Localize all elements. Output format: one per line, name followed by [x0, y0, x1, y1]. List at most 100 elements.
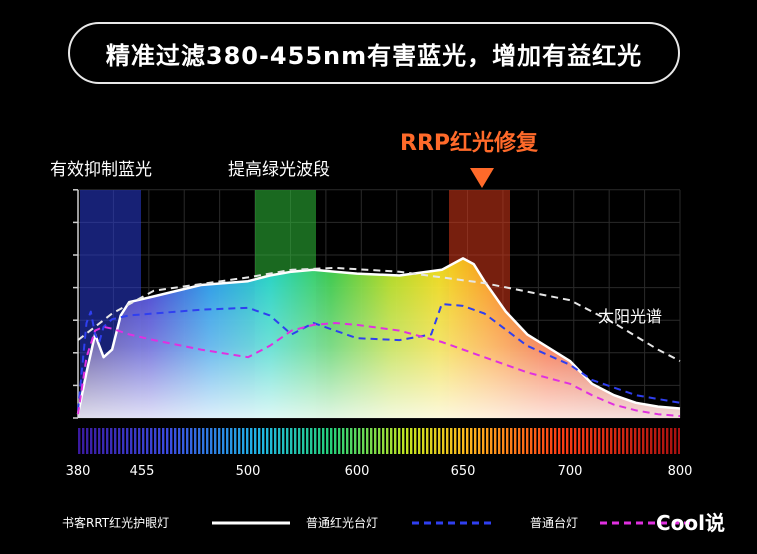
strip-gap — [620, 428, 622, 454]
strip-gap — [112, 428, 114, 454]
strip-gap — [316, 428, 318, 454]
strip-gap — [444, 428, 446, 454]
strip-gap — [680, 428, 682, 454]
watermark: Cool说 — [656, 511, 725, 535]
strip-gap — [468, 428, 470, 454]
strip-gap — [624, 428, 626, 454]
strip-gap — [548, 428, 550, 454]
series-rrt-lamp — [76, 257, 681, 415]
strip-gap — [352, 428, 354, 454]
strip-gap — [416, 428, 418, 454]
strip-gap — [656, 428, 658, 454]
x-tick-labels: 380 455 500 600 650 700 800 — [66, 464, 693, 479]
strip-gap — [88, 428, 90, 454]
strip-gap — [188, 428, 190, 454]
strip-gap — [376, 428, 378, 454]
strip-gap — [248, 428, 250, 454]
strip-gap — [320, 428, 322, 454]
strip-gap — [204, 428, 206, 454]
strip-gap — [496, 428, 498, 454]
strip-gap — [156, 428, 158, 454]
strip-gap — [584, 428, 586, 454]
strip-gap — [556, 428, 558, 454]
strip-gap — [216, 428, 218, 454]
strip-gap — [564, 428, 566, 454]
strip-gap — [280, 428, 282, 454]
strip-gap — [404, 428, 406, 454]
strip-gap — [552, 428, 554, 454]
strip-gap — [176, 428, 178, 454]
strip-gap — [212, 428, 214, 454]
strip-gap — [628, 428, 630, 454]
strip-gap — [332, 428, 334, 454]
strip-gap — [488, 428, 490, 454]
strip-gap — [412, 428, 414, 454]
strip-gap — [652, 428, 654, 454]
strip-gap — [104, 428, 106, 454]
strip-gap — [344, 428, 346, 454]
strip-gap — [464, 428, 466, 454]
strip-gap — [260, 428, 262, 454]
strip-gap — [512, 428, 514, 454]
strip-gap — [456, 428, 458, 454]
strip-gap — [424, 428, 426, 454]
strip-gap — [92, 428, 94, 454]
strip-gap — [504, 428, 506, 454]
strip-gap — [164, 428, 166, 454]
rrp-pointer-icon — [470, 168, 494, 188]
x-tick-label: 700 — [558, 464, 583, 479]
strip-gap — [392, 428, 394, 454]
strip-gap — [160, 428, 162, 454]
strip-gap — [152, 428, 154, 454]
strip-gap — [308, 428, 310, 454]
green-band-label: 提高绿光波段 — [228, 160, 330, 180]
strip-gap — [296, 428, 298, 454]
strip-gap — [420, 428, 422, 454]
strip-gap — [592, 428, 594, 454]
strip-gap — [360, 428, 362, 454]
strip-gap — [648, 428, 650, 454]
strip-gap — [304, 428, 306, 454]
strip-gap — [396, 428, 398, 454]
strip-gap — [236, 428, 238, 454]
strip-gap — [408, 428, 410, 454]
strip-gap — [124, 428, 126, 454]
strip-gap — [336, 428, 338, 454]
strip-gap — [196, 428, 198, 454]
strip-gap — [300, 428, 302, 454]
strip-gap — [232, 428, 234, 454]
strip-gap — [644, 428, 646, 454]
strip-gap — [668, 428, 670, 454]
strip-gap — [580, 428, 582, 454]
strip-gap — [100, 428, 102, 454]
x-tick-label: 600 — [345, 464, 370, 479]
strip-gap — [664, 428, 666, 454]
x-tick-label: 500 — [236, 464, 261, 479]
strip-gap — [500, 428, 502, 454]
strip-gap — [608, 428, 610, 454]
strip-gap — [180, 428, 182, 454]
strip-gap — [264, 428, 266, 454]
strip-gap — [80, 428, 82, 454]
strip-gap — [356, 428, 358, 454]
strip-gap — [508, 428, 510, 454]
x-tick-label: 800 — [668, 464, 693, 479]
strip-gap — [480, 428, 482, 454]
red-band-label: RRP红光修复 — [400, 130, 539, 156]
strip-gap — [168, 428, 170, 454]
strip-gap — [228, 428, 230, 454]
strip-gap — [660, 428, 662, 454]
strip-gap — [428, 428, 430, 454]
strip-gap — [220, 428, 222, 454]
strip-gap — [632, 428, 634, 454]
strip-gap — [400, 428, 402, 454]
chart-legend: 书客RRT红光护眼灯 普通红光台灯 普通台灯 — [62, 515, 690, 530]
strip-gap — [96, 428, 98, 454]
strip-gap — [200, 428, 202, 454]
strip-gap — [84, 428, 86, 454]
strip-gap — [520, 428, 522, 454]
strip-gap — [284, 428, 286, 454]
strip-gap — [140, 428, 142, 454]
sun-spectrum-label: 太阳光谱 — [598, 307, 662, 326]
spectrum-area-fade — [78, 258, 680, 418]
